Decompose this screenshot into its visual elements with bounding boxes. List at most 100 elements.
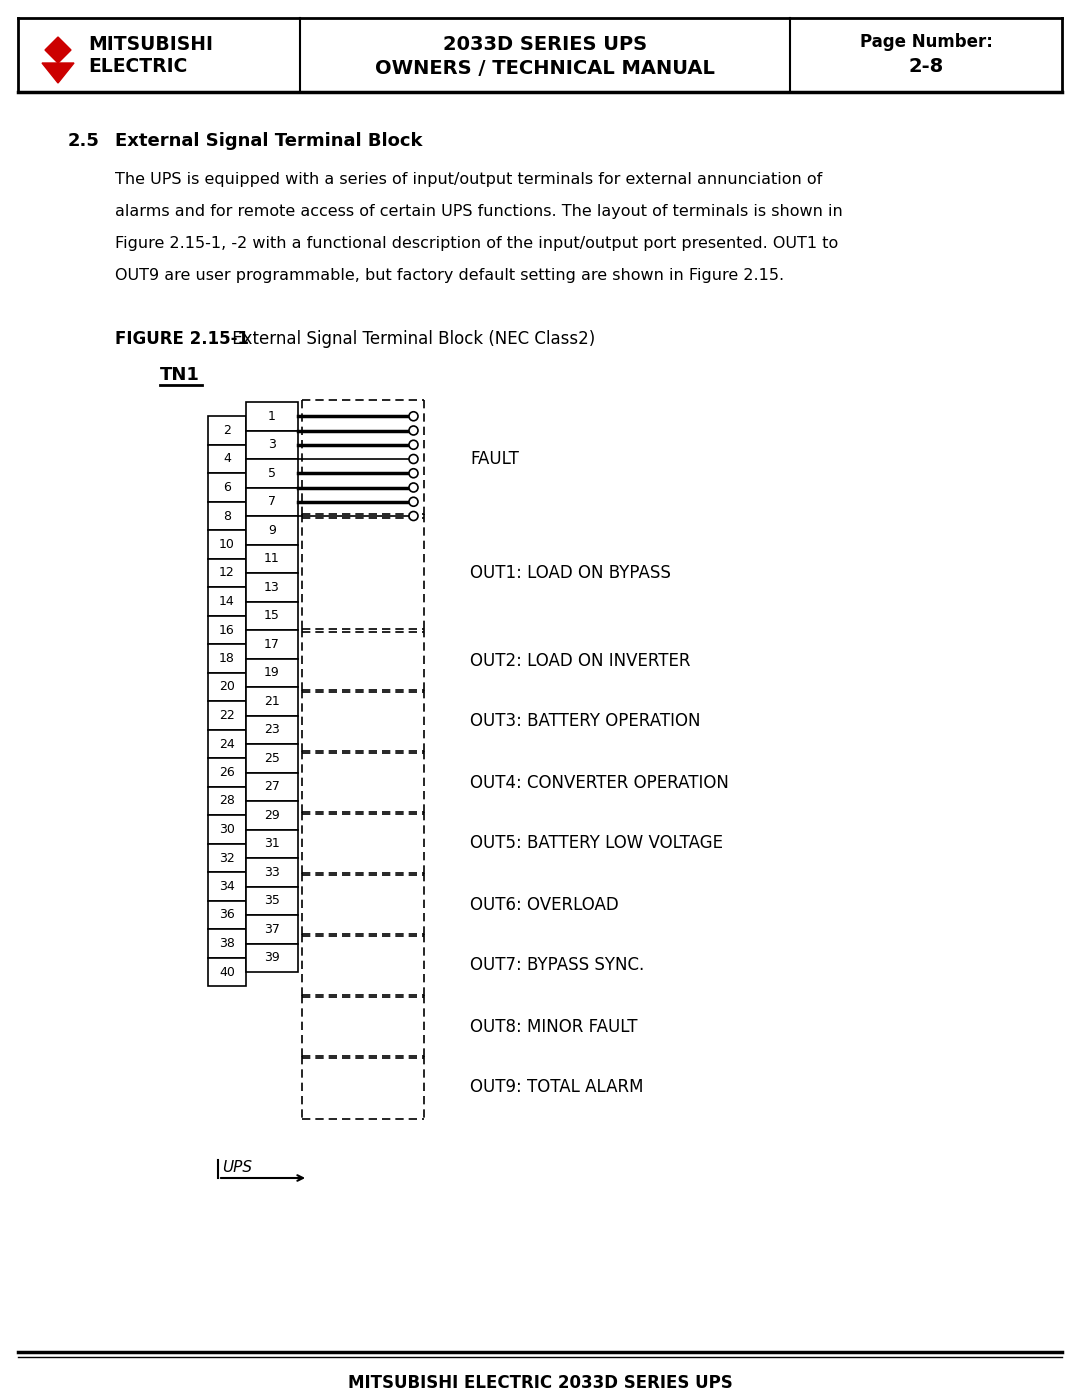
Bar	[208, 616, 246, 644]
Text: OUT4: CONVERTER OPERATION: OUT4: CONVERTER OPERATION	[470, 774, 729, 792]
Bar	[246, 515, 298, 545]
Text: 2.5: 2.5	[68, 131, 99, 149]
Bar	[208, 844, 246, 872]
Text: OUT8: MINOR FAULT: OUT8: MINOR FAULT	[470, 1017, 637, 1035]
Bar	[208, 587, 246, 616]
Text: 5: 5	[268, 467, 276, 479]
Text: 33: 33	[265, 866, 280, 879]
Bar	[208, 502, 246, 531]
Text: 29: 29	[265, 809, 280, 821]
Text: 26: 26	[219, 766, 234, 780]
Text: 34: 34	[219, 880, 234, 893]
Bar	[208, 474, 246, 502]
Bar	[208, 531, 246, 559]
Text: 2: 2	[224, 425, 231, 437]
Text: 4: 4	[224, 453, 231, 465]
Bar	[246, 715, 298, 745]
Text: The UPS is equipped with a series of input/output terminals for external annunci: The UPS is equipped with a series of inp…	[114, 172, 822, 187]
Text: 7: 7	[268, 496, 276, 509]
Text: 17: 17	[265, 638, 280, 651]
Text: MITSUBISHI ELECTRIC 2033D SERIES UPS: MITSUBISHI ELECTRIC 2033D SERIES UPS	[348, 1375, 732, 1391]
Bar	[246, 658, 298, 687]
Bar	[208, 416, 246, 444]
Text: FAULT: FAULT	[470, 450, 518, 468]
Polygon shape	[45, 36, 71, 63]
Text: 20: 20	[219, 680, 235, 693]
Text: OUT3: BATTERY OPERATION: OUT3: BATTERY OPERATION	[470, 712, 701, 731]
Text: Figure 2.15-1, -2 with a functional description of the input/output port present: Figure 2.15-1, -2 with a functional desc…	[114, 236, 838, 251]
Bar	[246, 402, 298, 430]
Text: TN1: TN1	[160, 366, 200, 384]
Circle shape	[409, 483, 418, 492]
Text: 19: 19	[265, 666, 280, 679]
Text: 21: 21	[265, 694, 280, 708]
Text: Page Number:: Page Number:	[860, 34, 993, 52]
Bar	[246, 545, 298, 573]
Text: 9: 9	[268, 524, 275, 536]
Bar	[208, 929, 246, 958]
Bar	[246, 460, 298, 488]
Text: alarms and for remote access of certain UPS functions. The layout of terminals i: alarms and for remote access of certain …	[114, 204, 842, 219]
Bar	[246, 800, 298, 830]
Bar	[246, 773, 298, 800]
Text: 3: 3	[268, 439, 275, 451]
Text: OUT7: BYPASS SYNC.: OUT7: BYPASS SYNC.	[470, 957, 645, 975]
Bar	[246, 830, 298, 858]
Text: External Signal Terminal Block (NEC Class2): External Signal Terminal Block (NEC Clas…	[227, 330, 595, 348]
Circle shape	[409, 440, 418, 450]
Bar	[208, 729, 246, 759]
Bar	[246, 602, 298, 630]
Text: 12: 12	[219, 567, 234, 580]
Circle shape	[409, 497, 418, 506]
Text: 13: 13	[265, 581, 280, 594]
Bar	[208, 644, 246, 673]
Polygon shape	[42, 63, 75, 82]
Text: UPS: UPS	[222, 1161, 252, 1175]
Bar	[246, 488, 298, 515]
Text: 6: 6	[224, 481, 231, 495]
Circle shape	[409, 454, 418, 464]
Bar	[208, 787, 246, 816]
Bar	[246, 573, 298, 602]
Bar	[246, 887, 298, 915]
Text: 14: 14	[219, 595, 234, 608]
Text: 35: 35	[265, 894, 280, 907]
Text: 36: 36	[219, 908, 234, 922]
Bar	[208, 444, 246, 474]
Text: 1: 1	[268, 409, 275, 423]
Bar	[208, 759, 246, 787]
Bar	[246, 687, 298, 715]
Text: 15: 15	[265, 609, 280, 622]
Text: 23: 23	[265, 724, 280, 736]
Text: 2-8: 2-8	[908, 56, 944, 75]
Bar	[208, 701, 246, 729]
Circle shape	[409, 426, 418, 434]
Bar	[246, 943, 298, 972]
Text: MITSUBISHI: MITSUBISHI	[87, 35, 213, 54]
Circle shape	[409, 469, 418, 478]
Text: 40: 40	[219, 965, 235, 978]
Text: 37: 37	[265, 923, 280, 936]
Text: 22: 22	[219, 710, 234, 722]
Text: FIGURE 2.15-1: FIGURE 2.15-1	[114, 330, 249, 348]
Circle shape	[409, 412, 418, 420]
Text: OUT1: LOAD ON BYPASS: OUT1: LOAD ON BYPASS	[470, 564, 671, 583]
Text: OUT2: LOAD ON INVERTER: OUT2: LOAD ON INVERTER	[470, 651, 690, 669]
Text: ELECTRIC: ELECTRIC	[87, 56, 187, 75]
Text: 39: 39	[265, 951, 280, 964]
Bar	[246, 745, 298, 773]
Bar	[208, 958, 246, 986]
Bar	[246, 630, 298, 658]
Bar	[208, 816, 246, 844]
Text: 30: 30	[219, 823, 235, 835]
Text: OUT5: BATTERY LOW VOLTAGE: OUT5: BATTERY LOW VOLTAGE	[470, 834, 723, 852]
Text: OWNERS / TECHNICAL MANUAL: OWNERS / TECHNICAL MANUAL	[375, 59, 715, 77]
Text: OUT6: OVERLOAD: OUT6: OVERLOAD	[470, 895, 619, 914]
Bar	[208, 901, 246, 929]
Text: 11: 11	[265, 552, 280, 566]
Text: OUT9: TOTAL ALARM: OUT9: TOTAL ALARM	[470, 1078, 644, 1097]
Text: 24: 24	[219, 738, 234, 750]
Text: OUT9 are user programmable, but factory default setting are shown in Figure 2.15: OUT9 are user programmable, but factory …	[114, 268, 784, 284]
Text: 8: 8	[222, 510, 231, 522]
Text: 27: 27	[265, 781, 280, 793]
